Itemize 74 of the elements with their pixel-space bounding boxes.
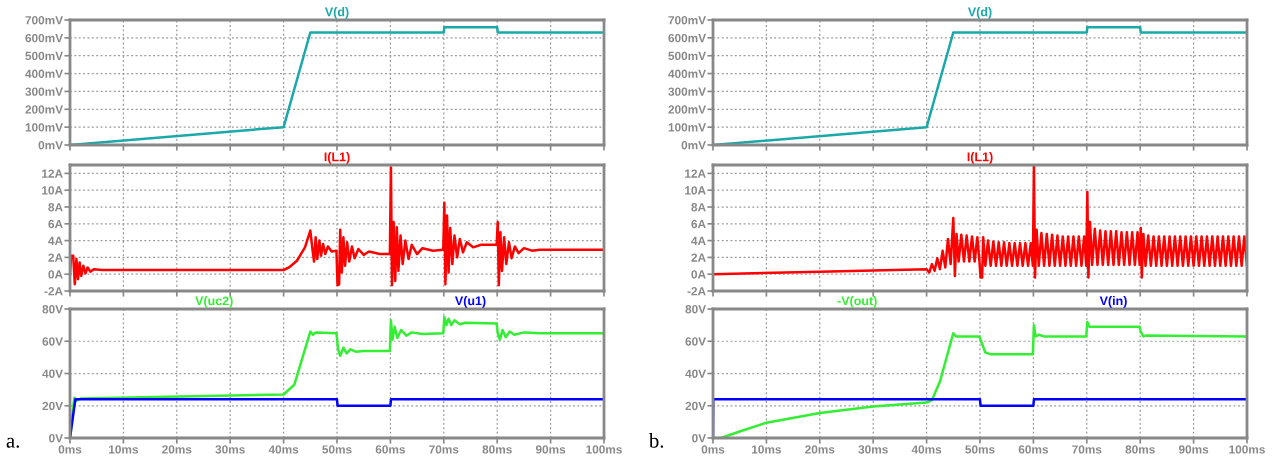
y-tick-label: 0V	[692, 434, 706, 443]
series-label: V(d)	[967, 7, 992, 19]
y-tick-label: 700mV	[25, 16, 63, 25]
x-tick-label: 30ms	[858, 445, 888, 454]
text: V(uc2)	[195, 296, 233, 308]
x-tick-label: 30ms	[215, 445, 245, 454]
series-label: V(d)	[324, 7, 349, 19]
y-tick-label: 20V	[42, 401, 63, 411]
text: I(L1)	[324, 152, 350, 164]
y-tick-label: 40V	[42, 369, 63, 378]
y-tick-label: -2A	[44, 287, 63, 296]
y-tick-label: 200mV	[25, 105, 63, 114]
y-tick-label: 500mV	[668, 51, 706, 61]
x-tick-label: 0ms	[58, 445, 82, 454]
y-tick-label: 40V	[685, 369, 706, 378]
y-tick-label: 12A	[685, 169, 706, 178]
x-tick-label: 70ms	[1072, 445, 1102, 454]
x-tick-label: 20ms	[162, 445, 192, 454]
y-tick-label: 100mV	[25, 123, 63, 132]
x-tick-label: 50ms	[322, 445, 352, 454]
y-tick-label: 10A	[685, 186, 706, 195]
y-tick-label: -2A	[687, 287, 706, 296]
text: b.	[648, 433, 664, 448]
x-tick-label: 40ms	[911, 445, 942, 454]
y-tick-label: 400mV	[668, 69, 706, 78]
y-tick-label: 2A	[48, 253, 63, 262]
y-tick-label: 4A	[691, 236, 706, 245]
y-tick-label: 20V	[685, 401, 706, 411]
y-tick-label: 500mV	[25, 51, 63, 61]
x-tick-label: 80ms	[482, 445, 512, 454]
y-tick-label: 4A	[48, 236, 63, 245]
x-tick-label: 10ms	[109, 445, 139, 454]
y-tick-label: 80V	[42, 305, 63, 314]
text: I(L1)	[967, 152, 993, 164]
x-tick-label: 100ms	[1229, 445, 1265, 454]
y-tick-label: 300mV	[25, 87, 63, 96]
y-tick-label: 6A	[691, 219, 706, 229]
y-tick-label: 600mV	[668, 33, 706, 43]
text: V(u1)	[454, 296, 486, 308]
y-tick-label: 8A	[691, 203, 706, 212]
x-tick-label: 10ms	[752, 445, 782, 454]
x-tick-label: 0ms	[701, 445, 725, 454]
text: V(in)	[1099, 296, 1127, 308]
y-tick-label: 100mV	[668, 123, 706, 132]
y-tick-label: 8A	[48, 203, 63, 212]
y-tick-label: 0A	[691, 270, 706, 279]
y-tick-label: 2A	[691, 253, 706, 262]
y-tick-label: 0V	[49, 434, 63, 443]
y-tick-label: 6A	[48, 219, 63, 229]
x-tick-label: 20ms	[805, 445, 835, 454]
y-tick-label: 0A	[48, 270, 63, 279]
x-tick-label: 80ms	[1125, 445, 1155, 454]
y-tick-label: 400mV	[25, 69, 63, 78]
y-tick-label: 12A	[42, 169, 63, 178]
x-tick-label: 40ms	[268, 445, 299, 454]
text: -V(out)	[837, 296, 877, 308]
x-tick-label: 60ms	[1018, 445, 1049, 454]
y-tick-label: 700mV	[668, 16, 706, 25]
x-tick-label: 60ms	[375, 445, 406, 454]
y-tick-label: 60V	[685, 337, 706, 346]
x-tick-label: 90ms	[535, 445, 566, 454]
x-tick-label: 70ms	[429, 445, 459, 454]
y-tick-label: 60V	[42, 337, 63, 346]
x-tick-label: 50ms	[965, 445, 995, 454]
y-tick-label: 200mV	[668, 105, 706, 114]
y-tick-label: 0mV	[38, 141, 63, 150]
y-tick-label: 10A	[42, 186, 63, 195]
x-tick-label: 90ms	[1178, 445, 1209, 454]
y-tick-label: 80V	[685, 305, 706, 314]
y-tick-label: 300mV	[668, 87, 706, 96]
y-tick-label: 0mV	[681, 141, 706, 150]
text: a.	[6, 437, 19, 448]
x-tick-label: 100ms	[586, 445, 622, 454]
y-tick-label: 600mV	[25, 33, 63, 43]
